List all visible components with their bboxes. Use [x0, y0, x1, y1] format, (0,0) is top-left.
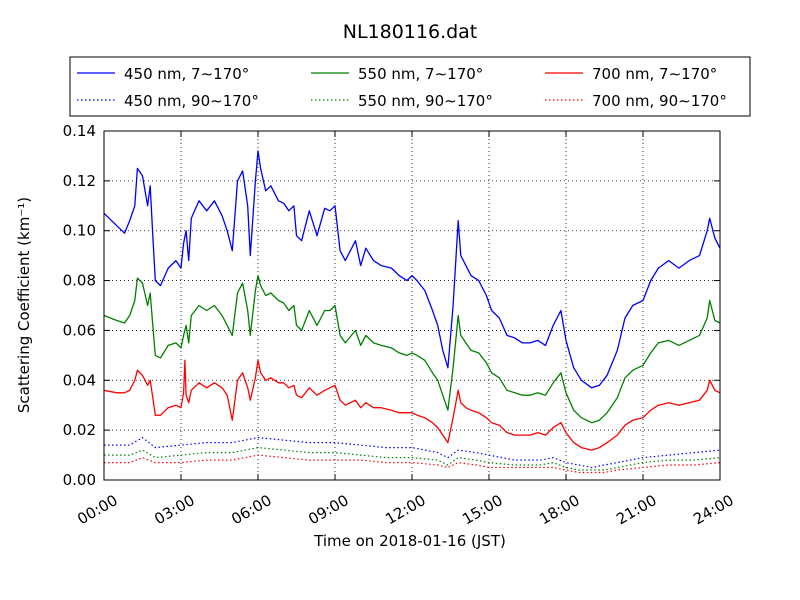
grid-lines [104, 131, 720, 480]
series-line-5 [104, 447, 721, 471]
y-tick-label: 0.06 [63, 321, 96, 339]
legend: 450 nm, 7∼170° 550 nm, 7∼170° 700 nm, 7∼17… [69, 56, 751, 117]
legend-box [69, 56, 751, 117]
y-tick-label: 0.04 [63, 371, 96, 389]
y-tick-label: 0.12 [63, 172, 96, 190]
series-line-6 [104, 454, 721, 474]
series-line-3 [103, 359, 721, 451]
legend-label: 700 nm, 7∼170° [592, 65, 717, 83]
legend-label: 450 nm, 7∼170° [124, 65, 249, 83]
chart-title: NL180116.dat [343, 21, 478, 43]
legend-label: 550 nm, 90∼170° [358, 92, 493, 110]
legend-label: 700 nm, 90∼170° [592, 92, 727, 110]
series-layer [103, 150, 721, 474]
y-tick-label: 0.00 [63, 471, 96, 489]
legend-label: 450 nm, 90∼170° [124, 92, 259, 110]
y-tick-label: 0.08 [63, 272, 96, 290]
y-axis-label: Scattering Coefficient (km⁻¹) [15, 197, 33, 413]
y-tick-label: 0.10 [63, 222, 96, 240]
series-line-2 [103, 274, 721, 424]
y-tick-label: 0.02 [63, 421, 96, 439]
series-line-4 [104, 437, 721, 469]
series-line-1 [103, 150, 721, 389]
legend-label: 550 nm, 7∼170° [358, 65, 483, 83]
y-tick-label: 0.14 [63, 122, 96, 140]
x-axis-label: Time on 2018-01-16 (JST) [313, 532, 506, 550]
